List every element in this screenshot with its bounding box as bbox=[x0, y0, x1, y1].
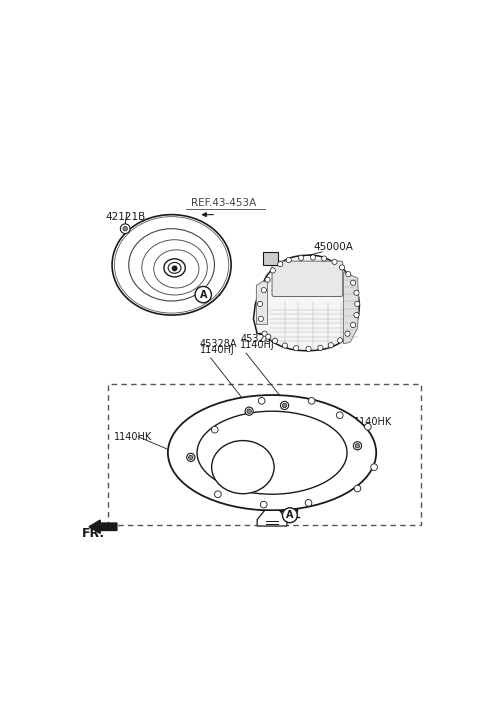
Circle shape bbox=[350, 280, 356, 285]
Circle shape bbox=[364, 423, 371, 430]
Text: VIEW: VIEW bbox=[263, 506, 303, 520]
Circle shape bbox=[354, 312, 359, 318]
Circle shape bbox=[280, 402, 288, 410]
Circle shape bbox=[311, 255, 315, 260]
Circle shape bbox=[211, 426, 218, 433]
Circle shape bbox=[187, 453, 195, 461]
Polygon shape bbox=[256, 281, 267, 324]
Circle shape bbox=[336, 412, 343, 419]
Circle shape bbox=[215, 491, 221, 498]
Circle shape bbox=[294, 346, 299, 351]
Circle shape bbox=[318, 345, 323, 350]
Circle shape bbox=[345, 331, 350, 337]
Polygon shape bbox=[344, 272, 359, 344]
Circle shape bbox=[306, 347, 311, 352]
Polygon shape bbox=[89, 520, 117, 533]
Circle shape bbox=[258, 316, 264, 321]
Circle shape bbox=[277, 261, 283, 267]
Polygon shape bbox=[253, 255, 360, 351]
Circle shape bbox=[350, 322, 356, 328]
Text: 1140HJ: 1140HJ bbox=[240, 340, 275, 350]
Circle shape bbox=[339, 265, 345, 270]
Circle shape bbox=[332, 259, 337, 264]
Text: A: A bbox=[286, 511, 294, 521]
Ellipse shape bbox=[168, 263, 181, 274]
Circle shape bbox=[308, 397, 315, 404]
Text: 42121B: 42121B bbox=[105, 212, 145, 222]
Circle shape bbox=[245, 407, 253, 415]
Circle shape bbox=[282, 508, 297, 523]
Circle shape bbox=[322, 256, 327, 261]
Text: FR.: FR. bbox=[82, 527, 105, 540]
FancyBboxPatch shape bbox=[263, 252, 278, 265]
Text: 1140HK: 1140HK bbox=[114, 432, 152, 442]
Text: 45328A: 45328A bbox=[240, 334, 278, 344]
Circle shape bbox=[354, 485, 361, 492]
Circle shape bbox=[371, 464, 377, 470]
Circle shape bbox=[247, 409, 252, 413]
Text: 1140HJ: 1140HJ bbox=[200, 345, 234, 355]
Ellipse shape bbox=[168, 395, 376, 511]
Ellipse shape bbox=[112, 215, 231, 315]
Circle shape bbox=[270, 268, 276, 273]
Circle shape bbox=[258, 397, 265, 404]
Bar bbox=[108, 384, 421, 526]
Circle shape bbox=[305, 500, 312, 506]
Circle shape bbox=[355, 444, 360, 448]
Circle shape bbox=[189, 455, 193, 460]
Ellipse shape bbox=[197, 411, 347, 494]
Circle shape bbox=[354, 290, 359, 296]
Circle shape bbox=[266, 334, 271, 339]
Circle shape bbox=[262, 331, 267, 337]
Circle shape bbox=[260, 501, 267, 508]
Circle shape bbox=[299, 255, 304, 261]
Circle shape bbox=[195, 286, 211, 303]
Circle shape bbox=[337, 338, 343, 343]
Ellipse shape bbox=[212, 440, 274, 494]
Circle shape bbox=[123, 226, 127, 231]
Circle shape bbox=[273, 338, 277, 344]
Ellipse shape bbox=[164, 258, 185, 277]
Text: A: A bbox=[200, 289, 207, 299]
Circle shape bbox=[265, 277, 270, 282]
Text: 45328A: 45328A bbox=[200, 339, 237, 349]
Text: 1140HK: 1140HK bbox=[354, 417, 392, 427]
Circle shape bbox=[172, 266, 177, 271]
Circle shape bbox=[282, 343, 288, 348]
Circle shape bbox=[346, 271, 351, 277]
Circle shape bbox=[120, 224, 130, 233]
Polygon shape bbox=[257, 511, 287, 526]
Circle shape bbox=[282, 403, 287, 407]
Text: REF.43-453A: REF.43-453A bbox=[191, 198, 256, 208]
FancyBboxPatch shape bbox=[272, 261, 343, 296]
Circle shape bbox=[261, 288, 266, 293]
Circle shape bbox=[258, 301, 263, 306]
Ellipse shape bbox=[129, 228, 215, 301]
Circle shape bbox=[355, 301, 360, 306]
Text: 45000A: 45000A bbox=[313, 242, 353, 252]
Circle shape bbox=[328, 343, 334, 348]
Circle shape bbox=[353, 442, 361, 450]
Circle shape bbox=[286, 258, 291, 263]
